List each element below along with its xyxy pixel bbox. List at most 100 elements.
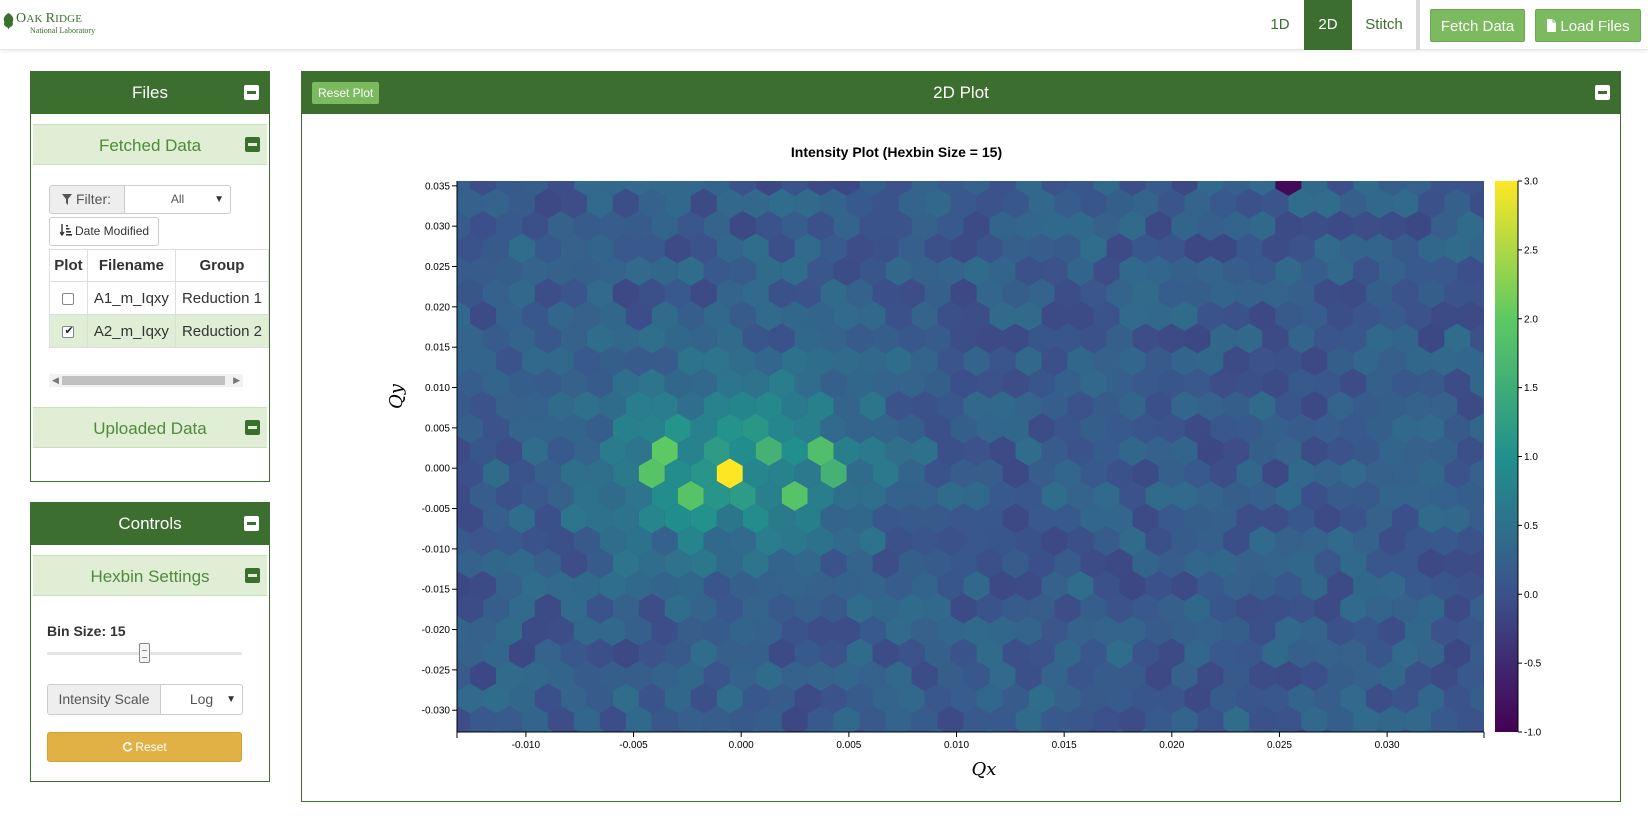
hexbin-cell [1405, 571, 1432, 601]
hexbin-cell [470, 616, 496, 646]
hexbin-cell [872, 458, 899, 489]
hexbin-cell [1379, 661, 1406, 691]
hexbin-cell [690, 548, 717, 579]
hexbin-cell [1314, 593, 1341, 624]
hexbin-cell [755, 256, 782, 286]
hexbin-cell [1418, 458, 1445, 489]
hexbin-cell [755, 391, 782, 421]
hexbin-cell [534, 683, 561, 714]
fetched-data-header[interactable]: Fetched Data [33, 124, 267, 165]
intensity-scale-value: Log [189, 691, 214, 707]
hexbin-cell [1145, 526, 1172, 556]
hexbin-cell [1314, 638, 1341, 669]
hexbin-collapse-icon[interactable] [245, 568, 260, 583]
hexbin-cell [1314, 368, 1341, 399]
bin-size-slider-handle[interactable] [139, 643, 150, 663]
plot-checkbox[interactable] [62, 292, 75, 305]
hexbin-cell [716, 458, 743, 489]
hexbin-cell [1067, 256, 1094, 286]
hexbin-cell [1249, 346, 1276, 376]
hexbin-cell [1379, 526, 1406, 556]
col-header-filename[interactable]: Filename [86, 249, 176, 282]
hexbin-cell [924, 368, 951, 399]
hexbin-cell [937, 211, 964, 241]
table-horizontal-scrollbar[interactable]: ◀ ▶ [49, 374, 243, 387]
hexbin-cell [1353, 526, 1380, 556]
hexbin-cell [638, 323, 665, 354]
col-header-group[interactable]: Group [174, 249, 270, 282]
hexbin-cell [392, 481, 418, 511]
colorbar-tick-label: -1.0 [1524, 728, 1542, 739]
hexbin-cell [522, 211, 548, 241]
hexbin-cell [515, 728, 529, 732]
hexbin-cell [1158, 188, 1185, 219]
uploaded-collapse-icon[interactable] [245, 420, 260, 435]
hexbin-cell [444, 121, 470, 151]
fetched-collapse-icon[interactable] [245, 137, 260, 152]
reset-button[interactable]: Reset [47, 732, 242, 762]
scroll-left-icon[interactable]: ◀ [52, 375, 59, 385]
col-header-plot[interactable]: Plot [49, 249, 88, 282]
hexbin-cell [1275, 571, 1302, 601]
hexbin-cell [1249, 301, 1276, 331]
intensity-plot[interactable]: Intensity Plot (Hexbin Size = 15) -0.010 -… [302, 115, 1620, 801]
hexbin-cell [1262, 593, 1289, 624]
reset-plot-button[interactable]: Reset Plot [312, 82, 380, 104]
hexbin-cell [1340, 233, 1367, 264]
hexbin-cell [418, 436, 444, 466]
load-files-button[interactable]: Load Files [1535, 9, 1641, 42]
intensity-scale-select[interactable]: Log ▼ [161, 684, 243, 715]
hexbin-cell [457, 436, 470, 466]
hexbin-cell [742, 458, 769, 489]
hexbin-cell [859, 526, 886, 556]
filter-select[interactable]: All ▼ [125, 185, 231, 214]
hexbin-cell [820, 593, 847, 624]
ornl-logo[interactable]: OAK RIDGE National Laboratory [2, 12, 95, 35]
hexbin-cell [470, 211, 496, 241]
scroll-right-icon[interactable]: ▶ [233, 375, 240, 385]
hexbin-cell [392, 346, 418, 376]
hexbin-cell [756, 121, 782, 151]
hexbin-cell [1041, 211, 1068, 241]
controls-collapse-icon[interactable] [244, 516, 259, 531]
hexbin-cell [690, 503, 717, 534]
hexbin-cell [703, 571, 730, 601]
hexbin-cell [989, 571, 1016, 601]
hexbin-cell [1405, 616, 1432, 646]
hexbin-cell [1028, 638, 1055, 669]
uploaded-data-header[interactable]: Uploaded Data [33, 407, 267, 448]
hexbin-cell [405, 144, 431, 174]
hexbin-cell [1042, 121, 1068, 151]
sort-date-modified-button[interactable]: Date Modified [49, 217, 159, 246]
plot-checkbox[interactable] [62, 324, 75, 338]
hexbin-cell [1106, 188, 1133, 219]
fetch-data-button[interactable]: Fetch Data [1430, 9, 1525, 42]
hexbin-cell [775, 728, 788, 732]
hexbin-cell [742, 278, 769, 309]
hexbin-cell [755, 706, 782, 732]
hexbin-cell [457, 458, 483, 489]
tab-1d[interactable]: 1D [1270, 16, 1290, 33]
scrollbar-thumb[interactable] [62, 376, 225, 385]
hexbin-cell [937, 616, 964, 646]
plot-collapse-icon[interactable] [1595, 85, 1610, 100]
hexbin-cell [1418, 368, 1445, 399]
hexbin-cell [1171, 616, 1198, 646]
hexbin-cell [794, 278, 821, 309]
hexbin-cell [1444, 144, 1470, 174]
files-collapse-icon[interactable] [244, 85, 259, 100]
hexbin-cell [1418, 323, 1445, 354]
hexbin-cell [820, 323, 847, 354]
hexbin-cell [1197, 661, 1224, 691]
hexbin-cell [1301, 661, 1328, 691]
tab-2d[interactable]: 2D [1304, 0, 1352, 50]
hexbin-cell [1470, 144, 1496, 174]
hexbin-cell [898, 233, 925, 264]
hexbin-cell [560, 413, 587, 444]
hexbin-cell [1483, 263, 1484, 279]
x-tick-label: -0.010 [512, 740, 541, 751]
hexbin-cell [872, 593, 899, 624]
hexbin-settings-header[interactable]: Hexbin Settings [33, 555, 267, 596]
refresh-icon [123, 742, 133, 752]
tab-stitch[interactable]: Stitch [1365, 16, 1403, 33]
